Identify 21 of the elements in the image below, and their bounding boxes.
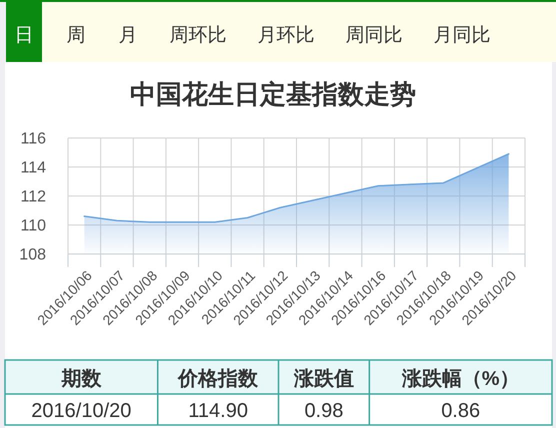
category-label: 涨跌值 [292,368,354,390]
category-label: 涨跌幅（%） [400,368,520,390]
chart-title: 中国花生日定基指数走势 [130,79,416,109]
y-tick-label: 112 [20,188,46,206]
text: 周同比 [346,25,402,46]
text: 2016/10/20 [31,400,132,422]
text: 月同比 [434,25,490,46]
category-label: 期数 [60,368,102,390]
text: 月 [118,25,138,46]
text: 114.90 [188,400,248,422]
text: 0.98 [304,400,344,422]
text: 0.86 [441,400,480,422]
y-tick-label: 108 [19,246,46,264]
y-tick-label: 114 [20,160,46,177]
category-label: 价格指数 [177,368,260,390]
text: 月环比 [258,25,314,46]
text: 周环比 [170,25,226,46]
text: 周 [66,25,86,46]
text: 日 [14,25,34,46]
y-tick-label: 110 [20,218,46,235]
y-tick-label: 116 [20,130,46,148]
